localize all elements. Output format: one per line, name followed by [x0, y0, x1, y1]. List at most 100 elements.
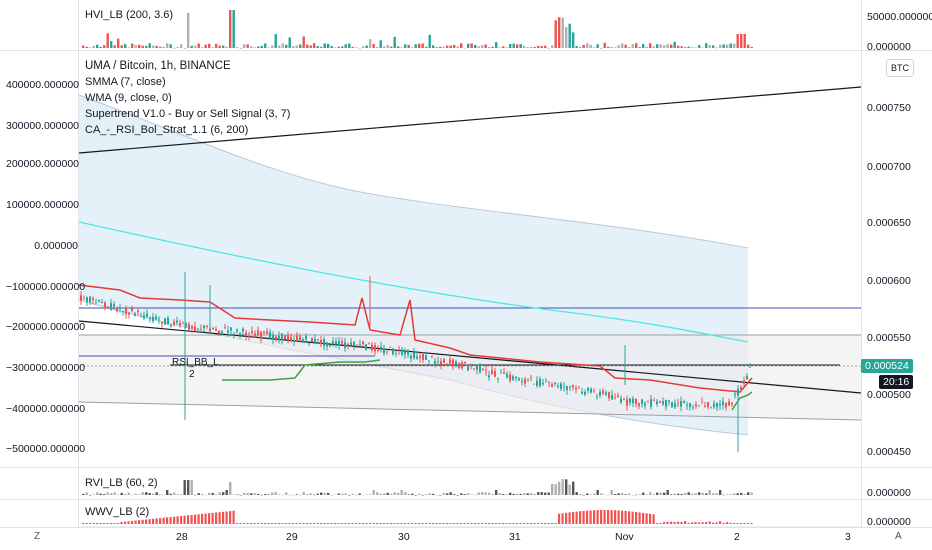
candle-body [512, 376, 514, 380]
indicator-rsi-bol-label[interactable]: CA_-_RSI_Bol_Strat_1.1 (6, 200) [85, 124, 249, 136]
hvi-bar [127, 47, 130, 49]
hvi-bar [362, 46, 365, 48]
hvi-bar [565, 27, 568, 48]
hvi-bar [187, 13, 190, 48]
wwv-bar [607, 510, 610, 524]
rvi-bar [194, 494, 197, 496]
wwv-bar [145, 519, 148, 524]
candle-body [602, 390, 604, 394]
rvi-indicator-label[interactable]: RVI_LB (60, 2) [85, 477, 158, 489]
wwv-bar [645, 513, 648, 524]
rvi-bar [481, 492, 484, 495]
cyan-moving-average [78, 221, 749, 343]
candle-body [272, 334, 274, 340]
candle-body [449, 359, 451, 364]
rvi-bar [306, 494, 309, 495]
wwv-bar [414, 523, 417, 524]
wwv-bar [117, 523, 120, 524]
wwv-bar [211, 512, 214, 524]
hvi-bar [306, 44, 309, 48]
wwv-bar [397, 523, 400, 524]
candle-body [668, 400, 670, 402]
left-axis-tick: −300000.000000 [6, 362, 86, 374]
wwv-bar [726, 522, 729, 524]
candle-body [182, 323, 184, 324]
hvi-bar [173, 47, 176, 49]
rvi-bar [253, 493, 256, 495]
last-price-tag[interactable]: 0.000524 [861, 359, 913, 373]
time-axis-label: 31 [509, 531, 521, 543]
symbol-title[interactable]: UMA / Bitcoin, 1h, BINANCE [85, 60, 231, 72]
hvi-bar [477, 46, 480, 48]
wwv-bar [722, 522, 725, 524]
rvi-bar [183, 480, 186, 495]
candle-body [545, 380, 547, 381]
hvi-bar [267, 47, 270, 48]
indicator-smma-label[interactable]: SMMA (7, close) [85, 76, 166, 88]
rvi-bar [600, 493, 603, 495]
candle-body [314, 339, 316, 344]
wwv-bar [701, 522, 704, 524]
indicator-wma-label[interactable]: WMA (9, close, 0) [85, 92, 172, 104]
rvi-bar [330, 494, 333, 496]
wwv-bar [131, 520, 134, 524]
hvi-bar [89, 47, 92, 49]
right-axis-tick: 0.000650 [867, 217, 911, 229]
candle-body [374, 345, 376, 352]
candle-body [260, 332, 262, 339]
hvi-bar [666, 44, 669, 48]
hvi-bar [624, 44, 627, 48]
wwv-bar [572, 511, 575, 524]
wwv-bar [715, 522, 718, 524]
wwv-bar [663, 521, 666, 524]
wwv-bar [540, 523, 543, 524]
wwv-bar [404, 523, 407, 524]
wwv-bar [166, 517, 169, 524]
hvi-bar [334, 47, 337, 49]
hvi-axis-top: 50000.000000 [867, 11, 932, 23]
rvi-bar [393, 492, 396, 495]
timezone-button[interactable]: Z [34, 531, 41, 542]
hvi-indicator-label[interactable]: HVI_LB (200, 3.6) [85, 9, 174, 21]
wwv-indicator-label[interactable]: WWV_LB (2) [85, 506, 150, 518]
candle-body [320, 339, 322, 345]
rvi-bar [677, 493, 680, 495]
wwv-bar [407, 523, 410, 524]
hvi-bar [439, 46, 442, 48]
hvi-bar [435, 47, 438, 48]
candle-body [614, 397, 616, 399]
candle-body [344, 342, 346, 348]
candle-body [620, 398, 622, 403]
wwv-bar [666, 521, 669, 524]
rvi-bar [288, 494, 291, 496]
auto-scale-button[interactable]: A [895, 531, 902, 542]
rvi-bar [369, 494, 372, 495]
currency-button[interactable]: BTC [886, 59, 914, 77]
upper-trendline[interactable] [78, 86, 862, 154]
hvi-bar [208, 43, 211, 48]
rvi-bar [117, 494, 120, 496]
hvi-bar [628, 47, 631, 48]
wwv-bar [341, 523, 344, 524]
wwv-bar [222, 511, 225, 524]
lower-trendline[interactable] [78, 320, 862, 394]
candle-body [398, 349, 400, 351]
hvi-bar [243, 44, 246, 48]
indicator-supertrend-label[interactable]: Supertrend V1.0 - Buy or Sell Signal (3,… [85, 108, 291, 120]
hvi-bar [554, 20, 557, 48]
hvi-bar [614, 47, 617, 49]
hvi-bar [481, 45, 484, 48]
rvi-bar [278, 494, 281, 495]
time-axis-label: Nov [615, 531, 634, 543]
wwv-bar [288, 523, 291, 524]
hvi-bar [470, 43, 473, 48]
candle-body [656, 401, 658, 405]
candle-body [587, 388, 589, 391]
wwv-bar [652, 514, 655, 524]
wwv-bar [624, 510, 627, 524]
rvi-bar [250, 493, 253, 495]
rvi-bar [372, 490, 375, 495]
candlestick-series[interactable] [80, 272, 751, 452]
left-axis-tick: 0.000000 [34, 240, 78, 252]
